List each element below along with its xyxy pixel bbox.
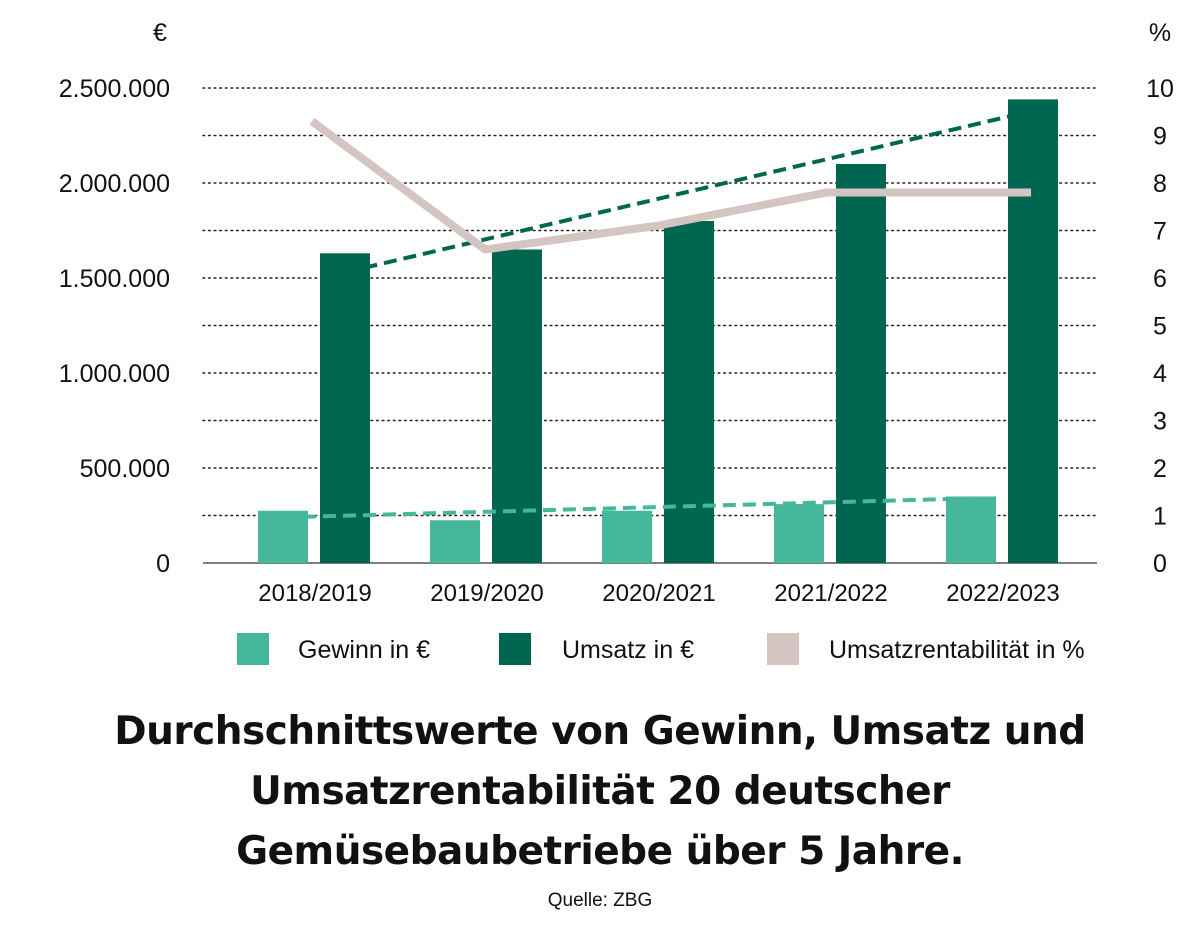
chart-title-line-3: Gemüsebaubetriebe über 5 Jahre. — [236, 829, 964, 874]
y-right-tick-label: 5 — [1153, 313, 1167, 341]
y-right-unit: % — [1149, 19, 1171, 47]
x-tick-label: 2018/2019 — [258, 580, 371, 607]
legend-label: Umsatz in € — [562, 636, 694, 664]
x-tick-label: 2022/2023 — [946, 580, 1059, 607]
x-tick-label: 2020/2021 — [602, 580, 715, 607]
y-right-tick-label: 9 — [1153, 123, 1167, 151]
x-tick-label: 2019/2020 — [430, 580, 543, 607]
umsatz-trend-line — [344, 108, 1034, 275]
umsatz-bar — [664, 221, 714, 563]
y-right-tick-label: 6 — [1153, 265, 1167, 293]
y-left-tick-label: 2.500.000 — [59, 75, 170, 103]
gewinn-bar — [430, 520, 480, 563]
y-right-tick-label: 0 — [1153, 550, 1167, 578]
legend-swatch — [237, 633, 269, 665]
y-left-tick-label: 2.000.000 — [59, 170, 170, 198]
chart-title-line-2: Umsatzrentabilität 20 deutscher — [250, 769, 950, 814]
y-left-tick-label: 500.000 — [80, 455, 170, 483]
gewinn-bar — [946, 496, 996, 563]
y-right-tick-label: 4 — [1153, 360, 1167, 388]
chart-area: 0 500.000 1.000.000 1.500.000 2.000.000 2.500… — [59, 19, 1174, 665]
y-right-tick-label: 8 — [1153, 170, 1167, 198]
chart-title: Durchschnittswerte von Gewinn, Umsatz un… — [40, 702, 1160, 882]
legend-label: Gewinn in € — [298, 636, 430, 664]
chart-title-line-1: Durchschnittswerte von Gewinn, Umsatz un… — [114, 709, 1086, 754]
gewinn-bar — [774, 504, 824, 563]
umsatzrentabilitaet-line — [309, 118, 1031, 254]
y-right-tick-label: 1 — [1153, 503, 1167, 531]
x-tick-label: 2021/2022 — [774, 580, 887, 607]
gewinn-bar — [258, 510, 308, 563]
y-left-tick-label: 0 — [156, 550, 170, 578]
gewinn-trend-line — [282, 496, 972, 520]
y-right-tick-label: 7 — [1153, 218, 1167, 246]
y-right-tick-label: 10 — [1146, 75, 1174, 103]
y-left-tick-label: 1.000.000 — [59, 360, 170, 388]
y-left-unit: € — [153, 19, 167, 47]
chart-source: Quelle: ZBG — [547, 890, 653, 911]
y-right-tick-label: 2 — [1153, 455, 1167, 483]
umsatz-bar — [320, 253, 370, 564]
legend-swatch — [767, 633, 799, 665]
y-left-tick-label: 1.500.000 — [59, 265, 170, 293]
y-right-tick-label: 3 — [1153, 408, 1167, 436]
umsatz-bar — [836, 164, 886, 563]
legend-label: Umsatzrentabilität in % — [829, 636, 1085, 664]
gewinn-bar — [602, 510, 652, 563]
umsatz-bar — [1008, 99, 1058, 564]
legend-swatch — [499, 633, 531, 665]
umsatz-bar — [492, 249, 542, 563]
